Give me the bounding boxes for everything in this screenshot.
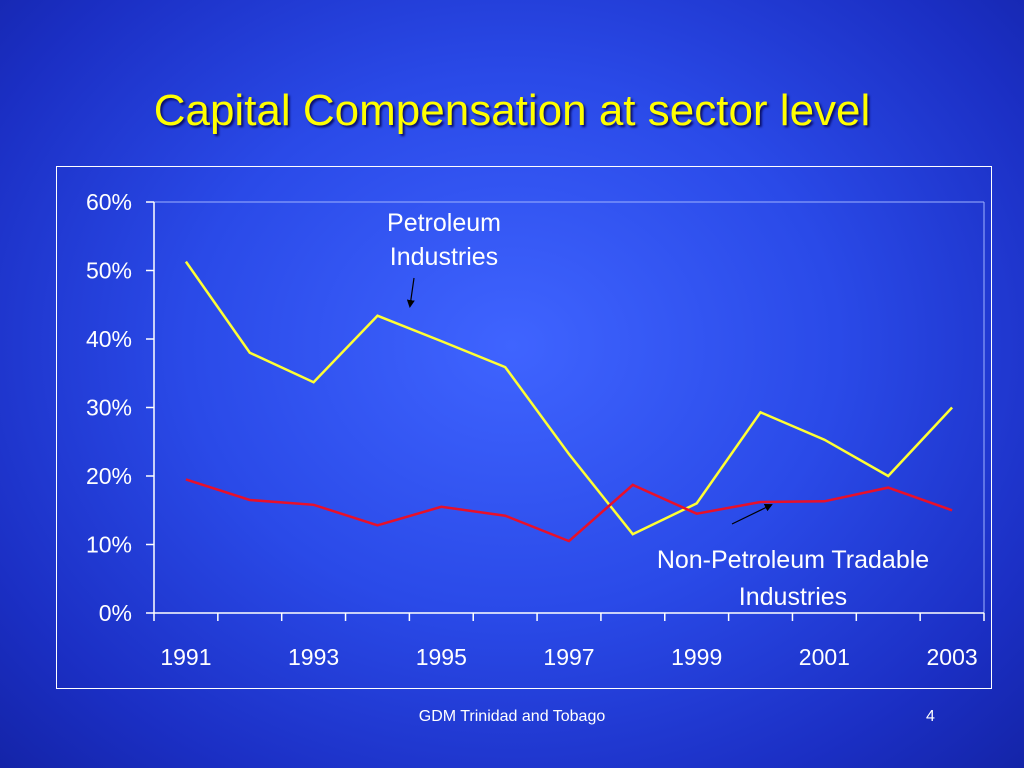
non_petroleum-series-line — [185, 478, 953, 543]
y-tick-label: 0% — [99, 600, 132, 626]
y-tick-label: 10% — [86, 532, 132, 558]
y-tick-label: 50% — [86, 258, 132, 284]
x-tick-label: 1995 — [416, 644, 467, 670]
non_petroleum-annotation: Non-Petroleum Tradable Industries — [657, 546, 929, 611]
non_petroleum-annotation-line: Industries — [739, 583, 847, 611]
slide-footer: GDM Trinidad and Tobago — [418, 708, 606, 725]
x-tick-label: 1999 — [671, 644, 722, 670]
petroleum-annotation-line: Industries — [390, 243, 498, 271]
petroleum-annotation-arrow — [406, 277, 415, 308]
x-tick-label: 1993 — [288, 644, 339, 670]
x-tick-label: 1991 — [160, 644, 211, 670]
chart-frame — [56, 166, 992, 689]
y-tick-label: 30% — [86, 395, 132, 421]
y-axis: 0% 10% 20% 30% 40% 50% 60% — [86, 189, 155, 626]
slide-title: Capital Compensation at sector level — [153, 86, 871, 135]
petroleum-annotation: Petroleum Industries — [387, 209, 501, 271]
petroleum-annotation-line: Petroleum — [387, 209, 501, 237]
capital-compensation-line-chart: 0%10%20%30%40%50%60% 1991 1993 1995 1997 199… — [86, 189, 985, 670]
x-tick-label: 2001 — [799, 644, 850, 670]
x-axis: 1991 1993 1995 1997 1999 2001 2003 — [153, 612, 985, 670]
y-tick-label: 60% — [86, 189, 132, 215]
non_petroleum-annotation-arrow — [731, 504, 773, 525]
x-tick-label: 2003 — [926, 644, 977, 670]
page-number: 4 — [926, 708, 935, 725]
non_petroleum-annotation-line: Non-Petroleum Tradable — [657, 546, 929, 574]
y-tick-label: 20% — [86, 463, 132, 489]
series-layer — [184, 260, 954, 543]
petroleum-series-line — [184, 260, 954, 536]
x-tick-label: 1997 — [543, 644, 594, 670]
y-tick-label: 40% — [86, 326, 132, 352]
plot-area-border — [154, 201, 985, 613]
